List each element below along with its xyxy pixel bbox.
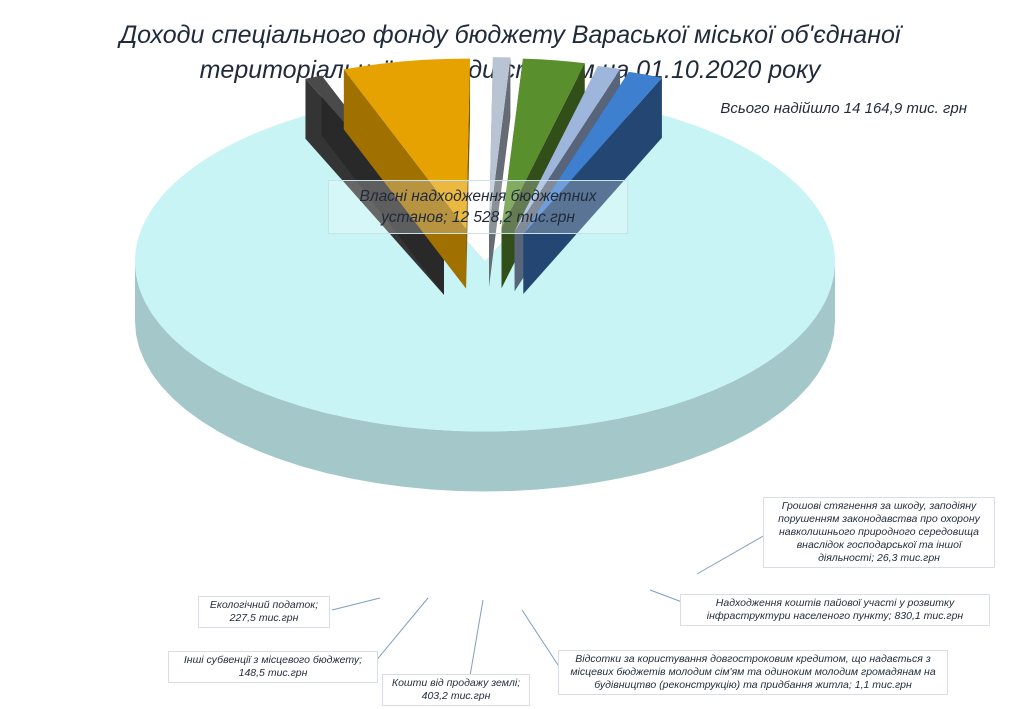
pie-slice-eco-tax <box>523 71 662 234</box>
pie-slice-face-share-participation <box>466 58 471 289</box>
pie-slice-face-eco-tax <box>523 77 662 294</box>
pie-slice-face-loan-interest <box>488 57 511 288</box>
pie-slice-share-participation <box>343 58 471 229</box>
leader-line-damage-penalties <box>696 534 766 575</box>
pie-slice-land-sale <box>501 58 585 229</box>
leader-line-other-subventions <box>369 597 429 669</box>
slice-label-loan-interest: Відсотки за користування довгостроковим … <box>558 650 948 695</box>
pie-slice-own-revenue <box>135 105 836 432</box>
leader-line-eco-tax <box>331 597 381 611</box>
slice-label-eco-tax: Екологічний податок; 227,5 тис.грн <box>198 596 330 628</box>
slice-label-share-participation: Надходження коштів пайової участі у розв… <box>680 594 990 626</box>
pie-slice-side-own-revenue <box>135 261 835 492</box>
slice-label-damage-penalties: Грошові стягнення за шкоду, заподіяну по… <box>763 497 995 568</box>
slice-label-own-revenue: Власні надходження бюджетних установ; 12… <box>328 180 628 234</box>
slice-label-land-sale: Кошти від продажу землі; 403,2 тис.грн <box>382 674 530 706</box>
leader-line-land-sale <box>469 599 484 677</box>
chart-subtitle: Всього надійшло 14 164,9 тис. грн <box>720 100 967 117</box>
pie-slice-loan-interest <box>488 57 511 228</box>
pie-slice-other-subventions <box>514 65 621 232</box>
slice-label-other-subventions: Інші субвенції з місцевого бюджету; 148,… <box>168 651 378 683</box>
leader-line-loan-interest <box>521 609 561 669</box>
